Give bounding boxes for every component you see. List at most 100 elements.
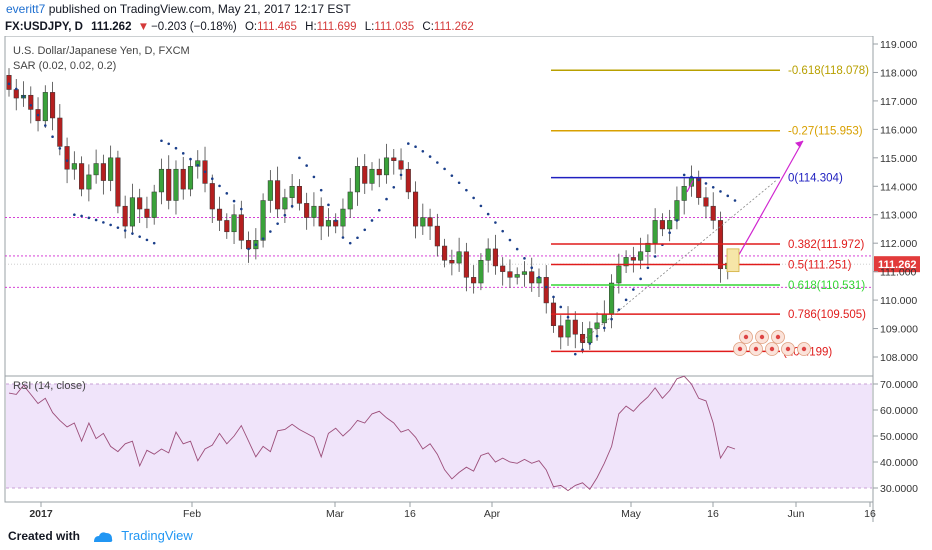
candle-body [100, 163, 106, 181]
time-axis-label: Apr [484, 508, 501, 520]
sar-dot [14, 87, 18, 91]
candle-body [108, 157, 114, 181]
candle-body [383, 157, 390, 176]
sar-dot [544, 285, 548, 289]
candle-body [122, 205, 128, 227]
fib-level-label: -0.27(115.953) [788, 126, 863, 138]
sar-dot [94, 218, 98, 222]
time-axis-label: 16 [404, 508, 416, 520]
publish-header: everitt7 published on TradingView.com, M… [0, 0, 932, 18]
sar-dot [399, 173, 403, 177]
sar-dot [160, 139, 163, 143]
sar-dot [726, 194, 730, 198]
candle-body [6, 75, 12, 90]
candle-body [391, 157, 397, 161]
candle-body [645, 242, 651, 252]
sar-dot [210, 177, 214, 180]
trendline[interactable] [579, 180, 777, 344]
sar-dot [73, 213, 76, 217]
time-axis-label: 16 [864, 508, 876, 520]
candle-body [681, 186, 687, 201]
candle-body [667, 220, 673, 230]
low-label: L: [364, 21, 375, 33]
projection-arrow[interactable] [738, 140, 804, 255]
sar-dot [733, 199, 737, 202]
sar-dot [428, 155, 432, 158]
candle-body [362, 166, 368, 184]
sar-dot [22, 95, 25, 98]
candle-body [703, 197, 709, 207]
candle-body [115, 157, 121, 207]
flag-dot-icon [775, 334, 781, 340]
sar-dot [566, 315, 570, 319]
price-chart[interactable]: -0.618(118.078) -0.27(115.953) 0(114.304) 0… [0, 36, 932, 522]
tradingview-brand-link[interactable]: TradingView [121, 528, 193, 543]
sar-dot [174, 146, 178, 150]
candle-body [137, 197, 143, 210]
candle-body [594, 322, 600, 329]
rsi-axis-label: 70.0000 [880, 379, 918, 391]
sar-dot [218, 184, 221, 188]
candle-body [652, 220, 658, 244]
sar-dot [269, 230, 272, 233]
sar-dot [639, 277, 642, 281]
price-change: −0.203 (−0.18%) [151, 21, 237, 33]
rsi-line [8, 375, 736, 492]
flag-dot-icon [801, 346, 807, 352]
rsi-axis-label: 30.0000 [880, 483, 918, 495]
sar-dot [537, 276, 541, 279]
sar-dot [167, 142, 171, 146]
candle-body [347, 191, 353, 210]
chart-title: U.S. Dollar/Japanese Yen, D, FXCM [13, 45, 190, 57]
candle-body [500, 265, 506, 272]
candle-body [13, 89, 19, 99]
sar-dot [436, 161, 439, 164]
price-axis-label: 117.000 [880, 96, 917, 108]
tradingview-logo-icon [93, 531, 112, 542]
sar-dot [283, 213, 287, 217]
symbol-label: FX:USDJPY, D [5, 21, 83, 33]
sar-dot [58, 147, 62, 150]
fib-level-label: 0(114.304) [788, 173, 843, 185]
candle-body [623, 257, 629, 267]
candle-body [304, 203, 310, 218]
author-link[interactable]: everitt7 [6, 2, 46, 16]
sar-dot [385, 197, 388, 201]
candle-body [166, 168, 172, 201]
sar-dot [254, 243, 258, 247]
candle-body [86, 174, 92, 190]
candle-body [282, 197, 288, 210]
sar-dot [334, 219, 338, 222]
candle-body [64, 146, 70, 170]
candle-body [398, 160, 404, 170]
price-axis-label: 109.000 [880, 324, 918, 336]
high-value: 111.699 [316, 21, 357, 33]
sar-dot [682, 173, 686, 177]
candle-body [151, 191, 157, 218]
candle-body [688, 177, 694, 187]
sar-dot [138, 235, 141, 238]
sar-dot [501, 229, 504, 233]
sar-dot [51, 135, 54, 138]
candle-body [521, 271, 528, 275]
candle-body [267, 180, 273, 201]
sar-dot [247, 247, 250, 251]
price-axis-label: 111.000 [880, 267, 917, 279]
candle-body [144, 208, 150, 218]
sar-dot [610, 317, 613, 321]
sar-dot [450, 174, 454, 177]
sar-dot [573, 352, 577, 356]
price-axis-label: 116.000 [880, 124, 917, 136]
sar-dot [675, 219, 679, 222]
sar-dot [530, 266, 534, 270]
flag-dot-icon [759, 334, 765, 340]
sar-dot [356, 236, 359, 240]
created-with-label: Created with [8, 529, 81, 543]
candle-body [216, 208, 223, 221]
sar-dot [276, 222, 279, 225]
sar-dot [7, 82, 11, 86]
price-axis-label: 115.000 [880, 153, 917, 165]
sar-dot [363, 228, 367, 232]
rsi-band [6, 384, 872, 488]
candle-body [471, 277, 477, 284]
